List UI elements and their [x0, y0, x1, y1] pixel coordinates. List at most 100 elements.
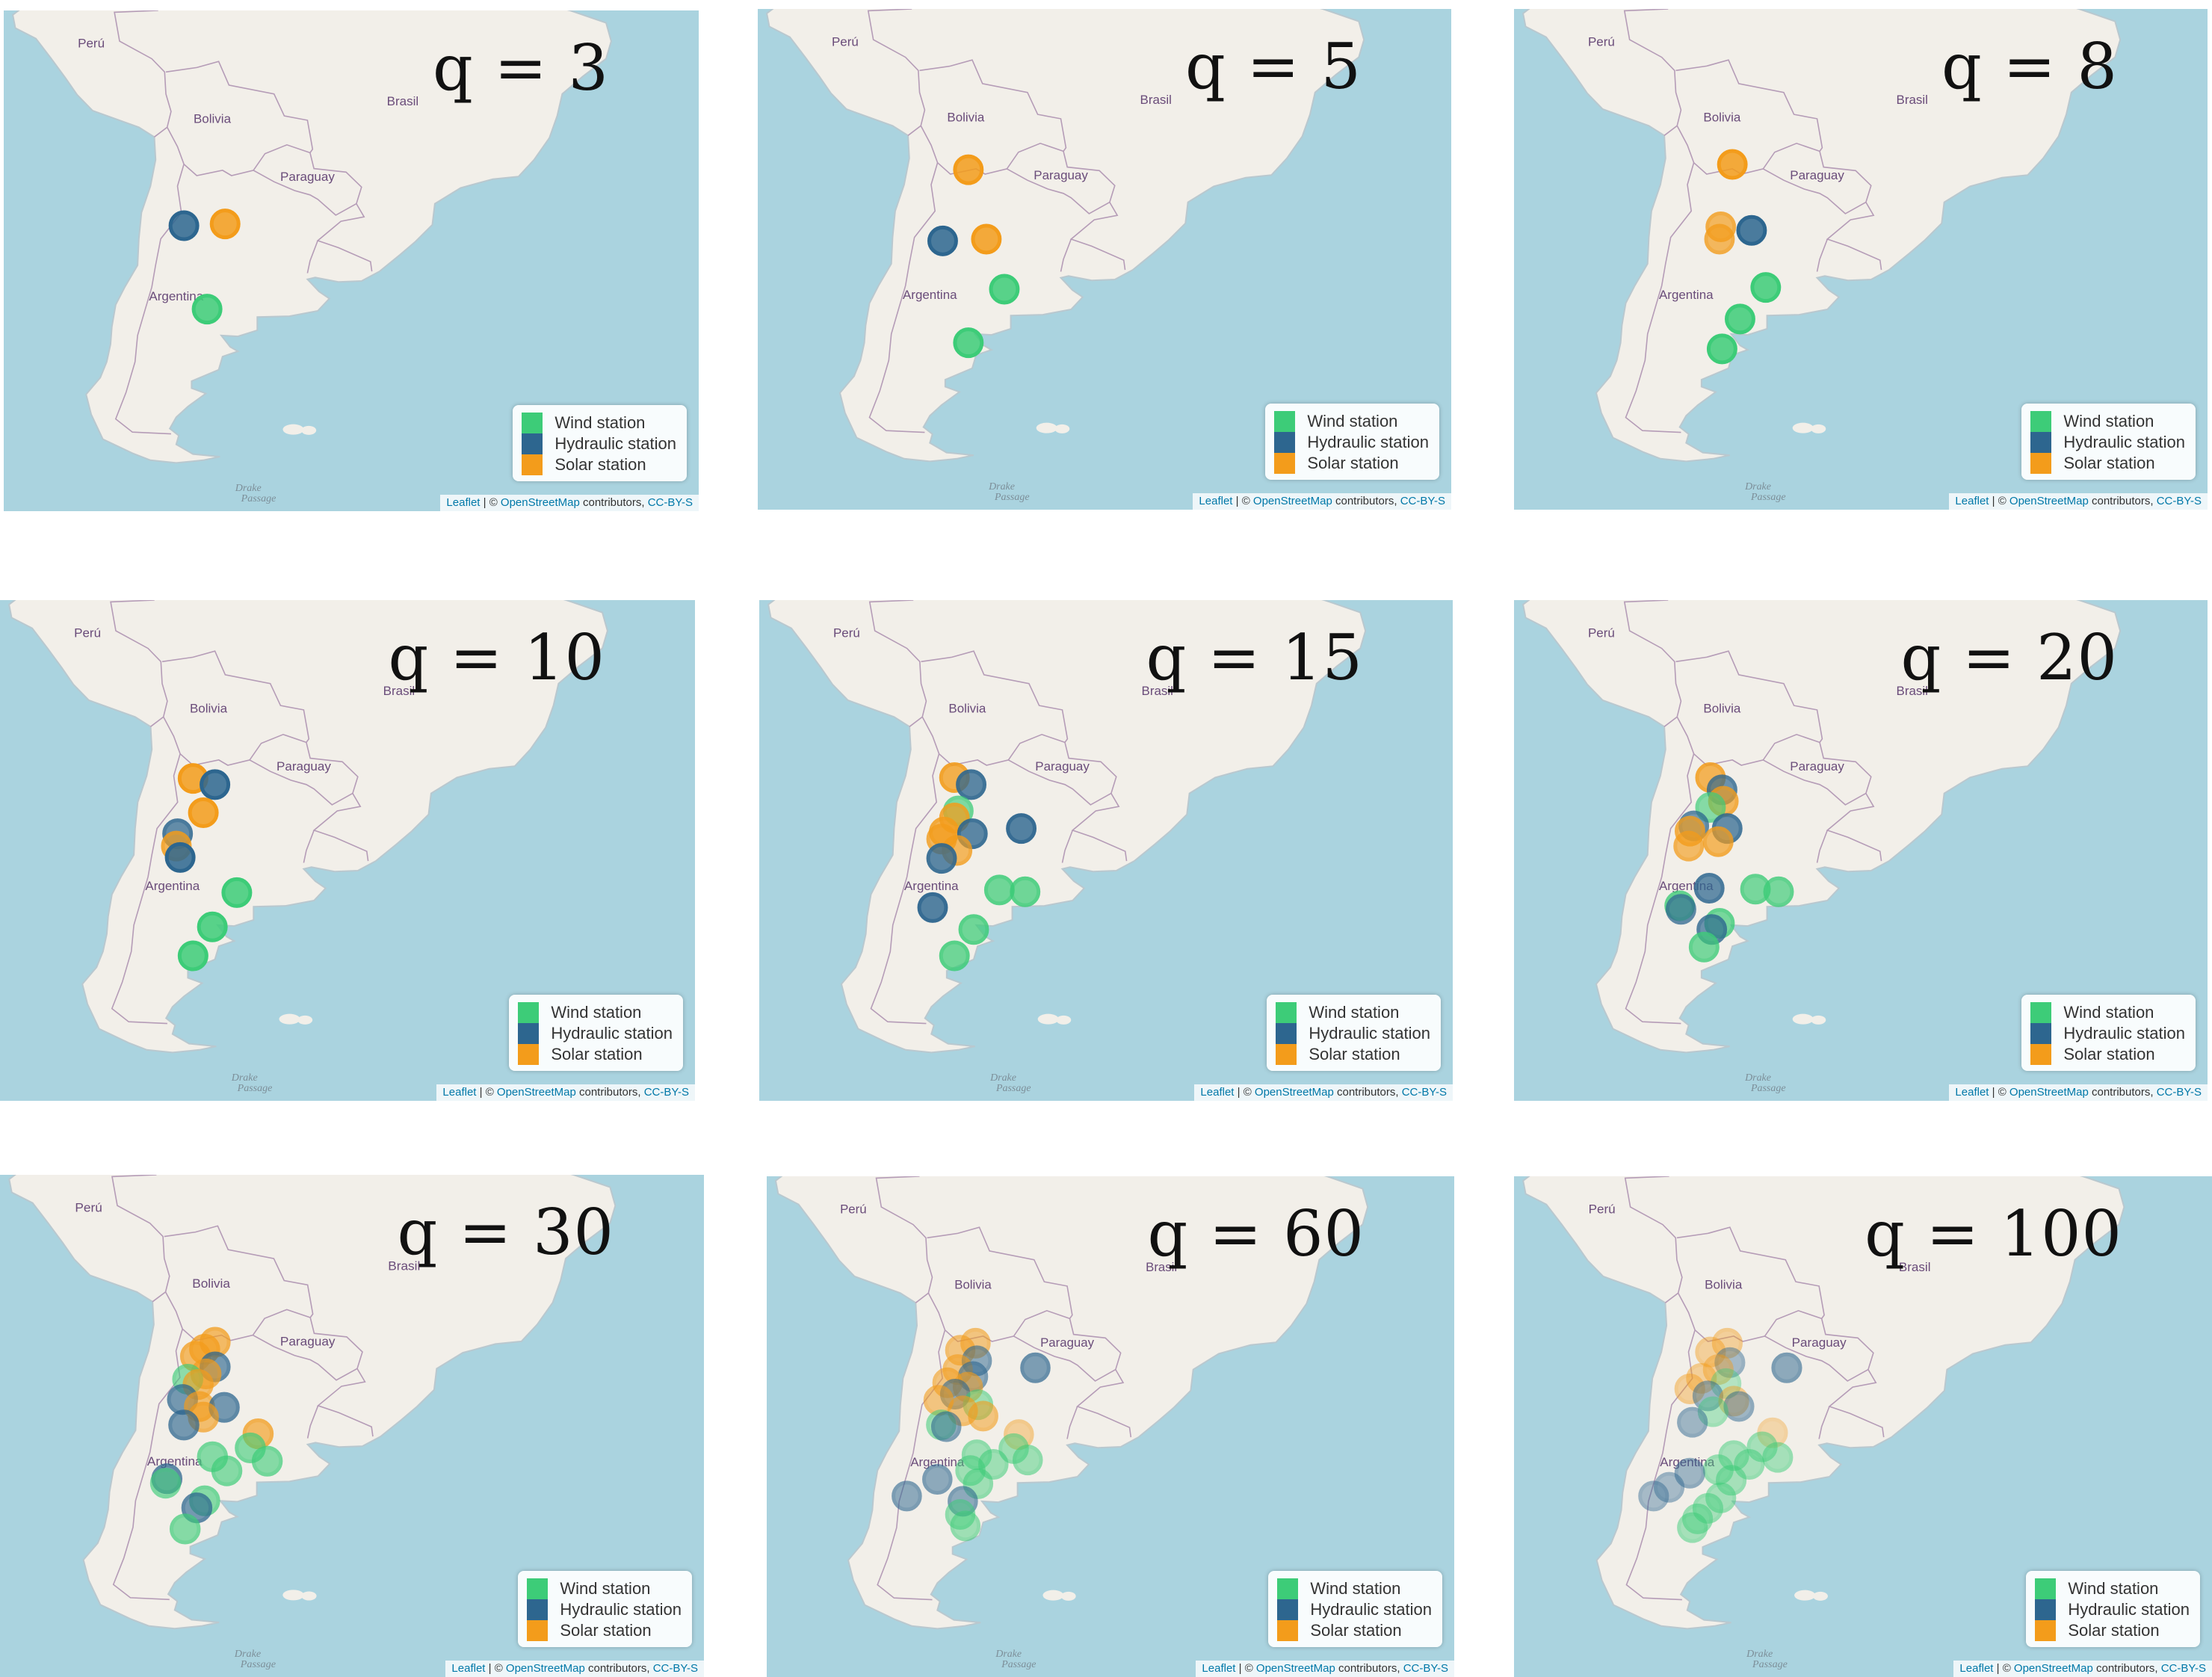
hydraulic-station-marker[interactable]	[930, 1411, 962, 1442]
hydraulic-station-marker[interactable]	[1723, 1391, 1755, 1422]
wind-station-marker[interactable]	[950, 1510, 981, 1542]
solar-station-marker[interactable]	[1674, 1373, 1705, 1404]
wind-station-marker[interactable]	[958, 914, 989, 945]
solar-station-marker[interactable]	[1717, 149, 1748, 180]
leaflet-link[interactable]: Leaflet	[451, 1662, 486, 1675]
license-link[interactable]: CC-BY-S	[647, 496, 693, 509]
wind-station-marker[interactable]	[197, 911, 228, 942]
solar-station-marker[interactable]	[1704, 223, 1735, 255]
wind-station-marker[interactable]	[177, 940, 208, 972]
hydraulic-station-marker[interactable]	[200, 769, 231, 800]
license-link[interactable]: CC-BY-S	[643, 1086, 689, 1099]
wind-station-marker[interactable]	[211, 1455, 243, 1486]
wind-station-marker[interactable]	[1688, 931, 1720, 963]
wind-station-marker[interactable]	[939, 940, 970, 972]
leaflet-link[interactable]: Leaflet	[442, 1086, 477, 1099]
hydraulic-station-marker[interactable]	[168, 1409, 200, 1441]
hydraulic-station-marker[interactable]	[892, 1480, 922, 1512]
hydraulic-station-marker[interactable]	[1638, 1480, 1669, 1512]
leaflet-link[interactable]: Leaflet	[446, 496, 481, 509]
wind-station-marker[interactable]	[251, 1445, 283, 1477]
osm-link[interactable]: OpenStreetMap	[2009, 495, 2089, 507]
license-link[interactable]: CC-BY-S	[2156, 495, 2202, 507]
osm-link[interactable]: OpenStreetMap	[505, 1662, 585, 1675]
wind-station-marker[interactable]	[1750, 272, 1782, 303]
wind-station-marker[interactable]	[1012, 1445, 1043, 1476]
hydraulic-station-marker[interactable]	[1677, 1406, 1708, 1438]
hydraulic-station-marker[interactable]	[956, 769, 987, 800]
license-link[interactable]: CC-BY-S	[1400, 495, 1445, 507]
solar-station-marker[interactable]	[1673, 830, 1705, 862]
solar-station-marker[interactable]	[1702, 826, 1734, 857]
leaflet-link[interactable]: Leaflet	[1199, 495, 1233, 507]
hydraulic-station-marker[interactable]	[922, 1464, 953, 1495]
wind-station-marker[interactable]	[989, 274, 1020, 305]
hydraulic-station-marker[interactable]	[164, 841, 196, 873]
wind-station-marker[interactable]	[1725, 303, 1755, 335]
wind-station-marker[interactable]	[1706, 333, 1737, 365]
license-link[interactable]: CC-BY-S	[1403, 1662, 1448, 1675]
hydraulic-station-marker[interactable]	[1714, 1347, 1746, 1378]
wind-station-marker[interactable]	[191, 294, 223, 325]
osm-link[interactable]: OpenStreetMap	[1255, 1662, 1335, 1675]
solar-station-marker[interactable]	[971, 223, 1002, 255]
license-link[interactable]: CC-BY-S	[2160, 1662, 2206, 1675]
hydraulic-station-marker[interactable]	[1653, 1471, 1685, 1503]
hydraulic-station-marker[interactable]	[1665, 894, 1696, 925]
wind-station-marker[interactable]	[149, 1468, 182, 1499]
wind-station-marker[interactable]	[1695, 791, 1726, 823]
hydraulic-station-marker[interactable]	[917, 892, 948, 923]
osm-link[interactable]: OpenStreetMap	[2009, 1086, 2089, 1099]
wind-station-marker[interactable]	[983, 874, 1015, 906]
osm-link[interactable]: OpenStreetMap	[2013, 1662, 2093, 1675]
hydraulic-station-marker[interactable]	[168, 210, 200, 241]
wind-station-marker[interactable]	[1677, 1512, 1708, 1543]
hydraulic-station-marker[interactable]	[1771, 1352, 1802, 1383]
leaflet-link[interactable]: Leaflet	[1959, 1662, 1994, 1675]
solar-station-marker[interactable]	[968, 1400, 998, 1432]
hydraulic-station-marker[interactable]	[1692, 1380, 1724, 1412]
solar-station-marker[interactable]	[1695, 1336, 1726, 1368]
wind-station-marker[interactable]	[1010, 876, 1041, 907]
wind-station-marker[interactable]	[1715, 1465, 1747, 1496]
solar-station-marker[interactable]	[188, 797, 219, 828]
solar-station-marker[interactable]	[953, 154, 984, 185]
hydraulic-station-marker[interactable]	[926, 843, 957, 874]
osm-link[interactable]: OpenStreetMap	[500, 496, 580, 509]
solar-station-marker[interactable]	[209, 209, 241, 240]
wind-station-marker[interactable]	[1762, 1442, 1794, 1473]
license-link[interactable]: CC-BY-S	[2156, 1086, 2202, 1099]
leaflet-link[interactable]: Leaflet	[1202, 1662, 1236, 1675]
wind-station-marker[interactable]	[169, 1513, 201, 1545]
wind-station-marker[interactable]	[961, 1439, 992, 1471]
leaflet-link[interactable]: Leaflet	[1955, 1086, 1989, 1099]
hydraulic-station-marker[interactable]	[1020, 1352, 1051, 1383]
hydraulic-station-marker[interactable]	[927, 225, 958, 256]
license-link[interactable]: CC-BY-S	[652, 1662, 698, 1675]
osm-link[interactable]: OpenStreetMap	[1254, 1086, 1334, 1099]
osm-link[interactable]: OpenStreetMap	[496, 1086, 576, 1099]
hydraulic-station-marker[interactable]	[1736, 214, 1767, 246]
license-link[interactable]: CC-BY-S	[1401, 1086, 1447, 1099]
wind-station-marker[interactable]	[221, 877, 253, 908]
hydraulic-station-marker[interactable]	[1006, 813, 1037, 844]
wind-station-marker[interactable]	[953, 327, 984, 359]
map-panel[interactable]: PerúBoliviaBrasilParaguayArgentinaDrakeP…	[1514, 1176, 2212, 1677]
wind-station-marker[interactable]	[1763, 876, 1794, 907]
leaflet-link[interactable]: Leaflet	[1200, 1086, 1235, 1099]
solar-station-marker[interactable]	[1686, 1362, 1717, 1394]
hydraulic-station-marker[interactable]	[1674, 1457, 1705, 1489]
solar-station-marker[interactable]	[1702, 1354, 1734, 1386]
leaflet-link[interactable]: Leaflet	[1955, 495, 1989, 507]
wind-station-marker[interactable]	[977, 1449, 1009, 1480]
osm-link[interactable]: OpenStreetMap	[1252, 495, 1332, 507]
hydraulic-station-marker[interactable]	[1693, 873, 1725, 904]
